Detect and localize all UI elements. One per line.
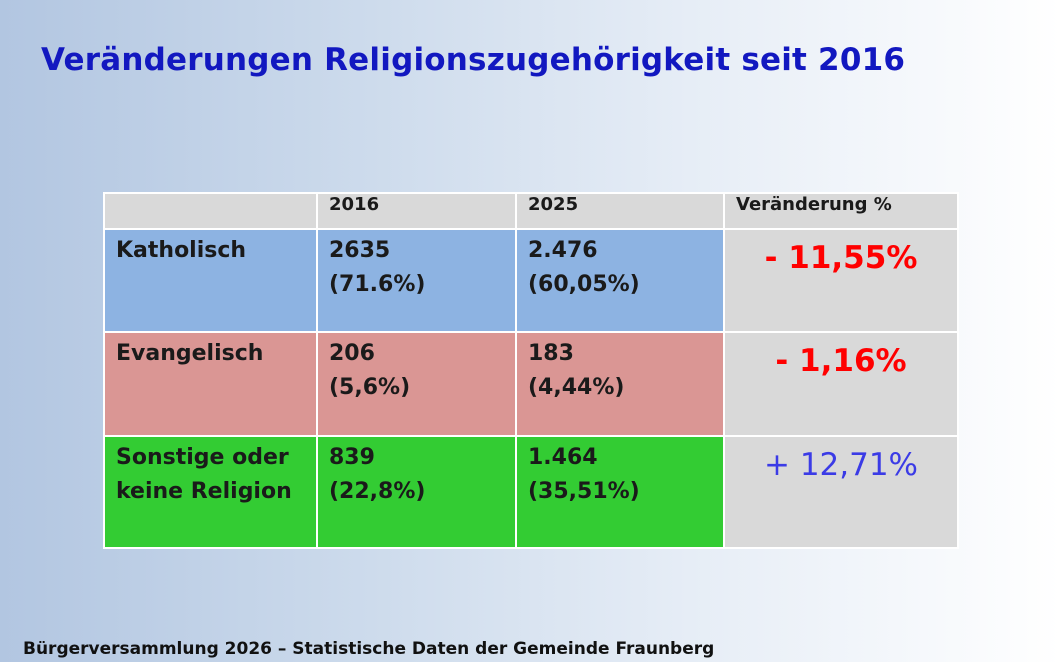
label-line: Sonstige oder (116, 445, 289, 470)
header-empty (103, 192, 318, 230)
count: 183 (528, 341, 574, 366)
value-2016: 206 (5,6%) (316, 331, 517, 437)
change-cell: + 12,71% (723, 435, 959, 549)
label-line: keine Religion (116, 479, 292, 504)
label-line: Evangelisch (116, 341, 264, 366)
value-2025: 1.464 (35,51%) (515, 435, 725, 549)
table-header-row: 2016 2025 Veränderung % (103, 192, 959, 230)
table-row-sonstige: Sonstige oder keine Religion 839 (22,8%)… (103, 435, 959, 549)
count: 206 (329, 341, 375, 366)
count: 1.464 (528, 445, 598, 470)
row-label: Katholisch (103, 228, 318, 333)
slide-title: Veränderungen Religionszugehörigkeit sei… (41, 42, 906, 78)
row-label: Sonstige oder keine Religion (103, 435, 318, 549)
slide-footer: Bürgerversammlung 2026 – Statistische Da… (23, 639, 715, 659)
percent: (35,51%) (528, 479, 640, 504)
religion-table: 2016 2025 Veränderung % Katholisch 2635 … (103, 192, 959, 549)
value-2016: 839 (22,8%) (316, 435, 517, 549)
header-2016: 2016 (316, 192, 517, 230)
header-change: Veränderung % (723, 192, 959, 230)
table-row-evangelisch: Evangelisch 206 (5,6%) 183 (4,44%) - 1,1… (103, 331, 959, 437)
count: 839 (329, 445, 375, 470)
value-2025: 183 (4,44%) (515, 331, 725, 437)
value-2016: 2635 (71.6%) (316, 228, 517, 333)
percent: (4,44%) (528, 375, 625, 400)
change-cell: - 11,55% (723, 228, 959, 333)
change-value: - 11,55% (764, 240, 918, 276)
row-label: Evangelisch (103, 331, 318, 437)
value-2025: 2.476 (60,05%) (515, 228, 725, 333)
percent: (71.6%) (329, 272, 426, 297)
count: 2635 (329, 238, 391, 263)
count: 2.476 (528, 238, 598, 263)
header-2025: 2025 (515, 192, 725, 230)
percent: (22,8%) (329, 479, 426, 504)
change-cell: - 1,16% (723, 331, 959, 437)
change-value: + 12,71% (763, 447, 919, 483)
change-value: - 1,16% (775, 343, 907, 379)
percent: (60,05%) (528, 272, 640, 297)
percent: (5,6%) (329, 375, 411, 400)
table-row-katholisch: Katholisch 2635 (71.6%) 2.476 (60,05%) -… (103, 228, 959, 333)
label-line: Katholisch (116, 238, 247, 263)
